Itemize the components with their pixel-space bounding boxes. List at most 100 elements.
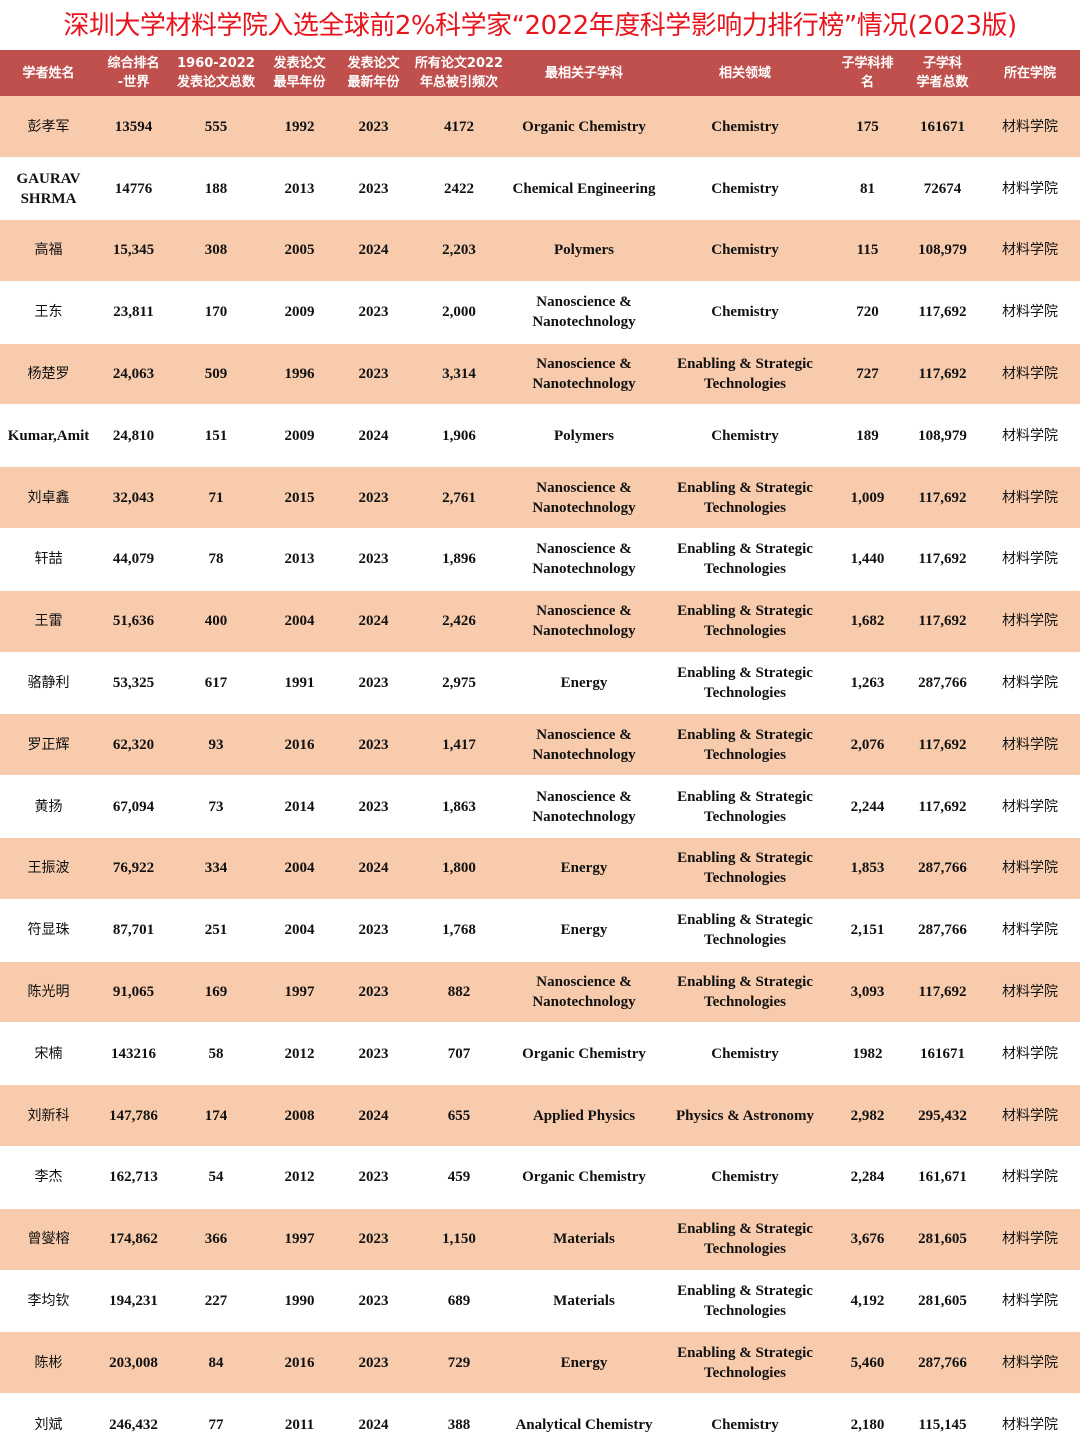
cell-subfield-rank: 1,853 xyxy=(830,837,905,900)
cell-name: 杨楚罗 xyxy=(0,343,97,406)
cell-name: Kumar,Amit xyxy=(0,404,97,468)
cell-subfield-rank: 3,676 xyxy=(830,1208,905,1271)
cell-world-rank: 53,325 xyxy=(97,652,170,715)
cell-subfield-rank: 2,244 xyxy=(830,775,905,839)
cell-field: Chemistry xyxy=(660,1022,830,1086)
cell-name: 黄扬 xyxy=(0,775,97,839)
cell-subfield-rank: 4,192 xyxy=(830,1270,905,1333)
cell-field: Physics & Astronomy xyxy=(660,1084,830,1148)
cell-field: Chemistry xyxy=(660,1393,830,1456)
cell-subfield-total: 117,692 xyxy=(905,590,980,653)
cell-earliest-year: 2009 xyxy=(262,281,337,344)
cell-subfield-rank: 5,460 xyxy=(830,1331,905,1395)
cell-field: Enabling & Strategic Technologies xyxy=(660,1208,830,1271)
cell-subfield-rank: 189 xyxy=(830,404,905,468)
cell-college: 材料学院 xyxy=(980,1022,1080,1086)
cell-paper-count: 170 xyxy=(170,281,262,344)
cell-paper-count: 54 xyxy=(170,1146,262,1209)
cell-college: 材料学院 xyxy=(980,837,1080,900)
cell-subfield-total: 287,766 xyxy=(905,899,980,962)
cell-subfield: Polymers xyxy=(508,219,660,282)
cell-subfield: Nanoscience & Nanotechnology xyxy=(508,466,660,530)
cell-latest-year: 2024 xyxy=(337,1084,410,1148)
cell-college: 材料学院 xyxy=(980,899,1080,962)
cell-latest-year: 2023 xyxy=(337,1022,410,1086)
cell-field: Chemistry xyxy=(660,219,830,282)
cell-subfield: Chemical Engineering xyxy=(508,157,660,221)
cell-latest-year: 2023 xyxy=(337,1208,410,1271)
cell-citations-2022: 4172 xyxy=(410,96,508,159)
cell-field: Enabling & Strategic Technologies xyxy=(660,1331,830,1395)
cell-subfield-total: 72674 xyxy=(905,157,980,221)
cell-college: 材料学院 xyxy=(980,1084,1080,1148)
cell-field: Enabling & Strategic Technologies xyxy=(660,713,830,777)
cell-subfield-rank: 175 xyxy=(830,96,905,159)
cell-earliest-year: 2016 xyxy=(262,713,337,777)
cell-field: Chemistry xyxy=(660,96,830,159)
cell-name: 陈光明 xyxy=(0,961,97,1024)
header-paper-count: 1960-2022 发表论文总数 xyxy=(170,50,262,96)
cell-earliest-year: 2013 xyxy=(262,157,337,221)
cell-name: GAURAV SHRMA xyxy=(0,157,97,221)
cell-subfield-total: 287,766 xyxy=(905,1331,980,1395)
cell-college: 材料学院 xyxy=(980,590,1080,653)
cell-world-rank: 194,231 xyxy=(97,1270,170,1333)
cell-college: 材料学院 xyxy=(980,1146,1080,1209)
cell-name: 曾燮榕 xyxy=(0,1208,97,1271)
cell-earliest-year: 1996 xyxy=(262,343,337,406)
cell-field: Enabling & Strategic Technologies xyxy=(660,466,830,530)
cell-name: 刘斌 xyxy=(0,1393,97,1456)
cell-subfield: Nanoscience & Nanotechnology xyxy=(508,590,660,653)
cell-world-rank: 32,043 xyxy=(97,466,170,530)
cell-field: Enabling & Strategic Technologies xyxy=(660,961,830,1024)
cell-latest-year: 2024 xyxy=(337,1393,410,1456)
cell-earliest-year: 1990 xyxy=(262,1270,337,1333)
cell-paper-count: 509 xyxy=(170,343,262,406)
cell-world-rank: 91,065 xyxy=(97,961,170,1024)
cell-name: 刘卓鑫 xyxy=(0,466,97,530)
table-row: Kumar,Amit 24,810 151 2009 2024 1,906 Polymers… xyxy=(0,404,1080,468)
cell-college: 材料学院 xyxy=(980,404,1080,468)
cell-citations-2022: 2,761 xyxy=(410,466,508,530)
cell-latest-year: 2023 xyxy=(337,281,410,344)
cell-paper-count: 93 xyxy=(170,713,262,777)
cell-earliest-year: 1992 xyxy=(262,96,337,159)
cell-field: Enabling & Strategic Technologies xyxy=(660,837,830,900)
cell-citations-2022: 1,863 xyxy=(410,775,508,839)
cell-subfield-total: 117,692 xyxy=(905,466,980,530)
cell-paper-count: 308 xyxy=(170,219,262,282)
table-row: 轩喆 44,079 78 2013 2023 1,896 Nanoscience & Nan… xyxy=(0,528,1080,591)
cell-subfield: Energy xyxy=(508,837,660,900)
cell-college: 材料学院 xyxy=(980,466,1080,530)
cell-college: 材料学院 xyxy=(980,157,1080,221)
cell-paper-count: 251 xyxy=(170,899,262,962)
header-latest-year: 发表论文 最新年份 xyxy=(337,50,410,96)
cell-subfield-rank: 727 xyxy=(830,343,905,406)
cell-college: 材料学院 xyxy=(980,713,1080,777)
cell-subfield-rank: 3,093 xyxy=(830,961,905,1024)
cell-field: Enabling & Strategic Technologies xyxy=(660,590,830,653)
cell-subfield-total: 161,671 xyxy=(905,1146,980,1209)
cell-subfield-rank: 720 xyxy=(830,281,905,344)
cell-subfield-rank: 81 xyxy=(830,157,905,221)
cell-name: 刘新科 xyxy=(0,1084,97,1148)
cell-earliest-year: 2016 xyxy=(262,1331,337,1395)
cell-citations-2022: 2,000 xyxy=(410,281,508,344)
cell-subfield-rank: 1,440 xyxy=(830,528,905,591)
cell-paper-count: 227 xyxy=(170,1270,262,1333)
cell-citations-2022: 2,203 xyxy=(410,219,508,282)
cell-subfield-rank: 1982 xyxy=(830,1022,905,1086)
cell-latest-year: 2023 xyxy=(337,1331,410,1395)
table-row: 王雷 51,636 400 2004 2024 2,426 Nanoscience & Na… xyxy=(0,590,1080,653)
cell-subfield: Organic Chemistry xyxy=(508,1022,660,1086)
cell-latest-year: 2023 xyxy=(337,528,410,591)
cell-college: 材料学院 xyxy=(980,1331,1080,1395)
cell-name: 王雷 xyxy=(0,590,97,653)
cell-paper-count: 334 xyxy=(170,837,262,900)
cell-latest-year: 2023 xyxy=(337,466,410,530)
cell-subfield-total: 287,766 xyxy=(905,837,980,900)
cell-subfield-total: 161671 xyxy=(905,96,980,159)
cell-college: 材料学院 xyxy=(980,652,1080,715)
header-subfield-total: 子学科 学者总数 xyxy=(905,50,980,96)
table-row: GAURAV SHRMA 14776 188 2013 2023 2422 Chemical… xyxy=(0,157,1080,221)
